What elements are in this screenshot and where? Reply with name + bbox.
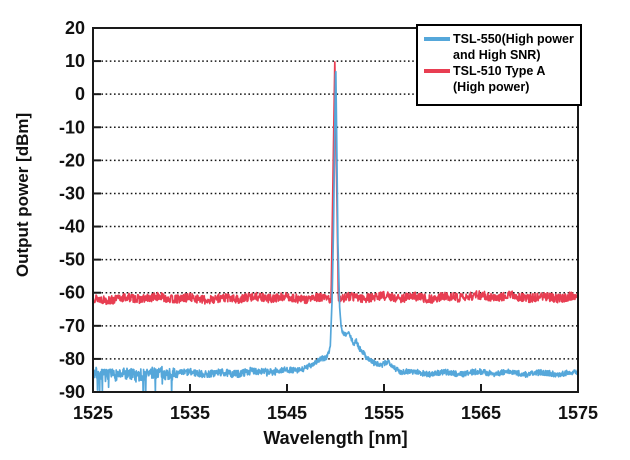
legend-item-tsl510: TSL-510 Type A (High power): [424, 63, 577, 95]
legend-label-line: and High SNR): [453, 48, 541, 62]
legend-label-line: TSL-550(High power: [453, 32, 574, 46]
y-tick-label: -70: [59, 316, 85, 336]
x-tick-label: 1575: [558, 403, 598, 423]
y-tick-label: -90: [59, 382, 85, 402]
legend-line-sample-red: [424, 69, 450, 73]
y-axis-title: Output power [dBm]: [13, 112, 32, 278]
legend-label-tsl550: TSL-550(High power and High SNR): [453, 31, 574, 63]
x-tick-label: 1535: [170, 403, 210, 423]
y-tick-label: -30: [59, 183, 85, 203]
x-tick-label: 1545: [267, 403, 307, 423]
y-tick-label: -80: [59, 349, 85, 369]
y-tick-label: -60: [59, 283, 85, 303]
y-tick-label: -40: [59, 217, 85, 237]
legend: TSL-550(High power and High SNR) TSL-510…: [416, 24, 582, 106]
legend-label-tsl510: TSL-510 Type A (High power): [453, 63, 545, 95]
y-tick-label: -50: [59, 250, 85, 270]
y-tick-label: 10: [65, 51, 85, 71]
legend-label-line: TSL-510 Type A: [453, 64, 546, 78]
x-tick-label: 1555: [364, 403, 404, 423]
legend-label-line: (High power): [453, 80, 530, 94]
x-tick-label: 1565: [461, 403, 501, 423]
y-tick-label: -10: [59, 117, 85, 137]
legend-item-tsl550: TSL-550(High power and High SNR): [424, 31, 577, 63]
y-tick-label: 0: [75, 84, 85, 104]
x-tick-label: 1525: [73, 403, 113, 423]
legend-line-sample-blue: [424, 37, 450, 41]
plot-border: [92, 27, 579, 393]
series-line-tsl550: [92, 70, 579, 393]
y-tick-label: 20: [65, 18, 85, 38]
y-tick-label: -20: [59, 150, 85, 170]
x-axis-title: Wavelength [nm]: [263, 428, 408, 448]
